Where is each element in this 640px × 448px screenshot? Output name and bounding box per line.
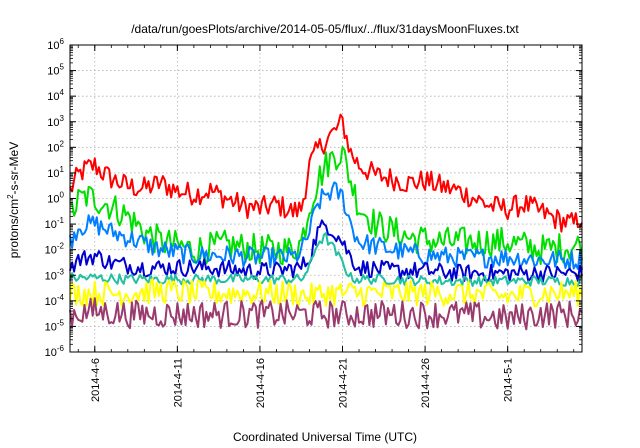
y-tick-label: 10-6 <box>45 344 65 359</box>
x-tick-label: 2014-4-11 <box>172 358 184 407</box>
x-axis-title: Coordinated Universal Time (UTC) <box>233 430 417 444</box>
series-group <box>69 113 583 331</box>
y-tick-label: 10-5 <box>45 318 65 333</box>
x-tick-label: 2014-5-1 <box>503 358 515 402</box>
y-tick-exponent: 0 <box>60 191 65 200</box>
y-tick-base: 10 <box>45 347 57 359</box>
y-tick-exponent: 2 <box>60 139 65 148</box>
y-tick-exponent: -4 <box>57 293 65 302</box>
y-tick-exponent: -3 <box>57 267 65 276</box>
y-tick-label: 100 <box>47 191 64 206</box>
y-tick-base: 10 <box>47 117 59 129</box>
x-tick-label: 2014-4-6 <box>90 358 102 402</box>
y-tick-base: 10 <box>47 194 59 206</box>
y-axis-title-pre: protons/cm <box>7 199 21 258</box>
y-tick-base: 10 <box>47 91 59 103</box>
y-tick-base: 10 <box>45 296 57 308</box>
y-axis-title-sup: 2 <box>6 194 15 199</box>
x-tick-label: 2014-4-21 <box>338 358 350 408</box>
x-tick-label: 2014-4-26 <box>420 358 432 408</box>
y-tick-label: 103 <box>47 114 64 129</box>
y-tick-exponent: 3 <box>60 114 65 123</box>
y-tick-label: 10-4 <box>45 293 65 308</box>
y-tick-label: 101 <box>47 165 64 180</box>
series-line-4 <box>69 219 583 283</box>
series-line-3 <box>69 181 583 271</box>
series-line-1 <box>69 113 583 233</box>
y-tick-label: 105 <box>47 63 64 78</box>
y-tick-label: 106 <box>47 37 64 52</box>
x-axis-ticks: 2014-4-6 2014-4-11 2014-4-16 2014-4-21 2014-… <box>77 45 575 408</box>
y-tick-base: 10 <box>45 321 57 333</box>
y-tick-exponent: 1 <box>60 165 65 174</box>
y-axis-ticks: 10-610-510-410-310-210-11001011021031041… <box>45 37 582 359</box>
y-axis-title-post: -s-sr-MeV <box>7 142 21 195</box>
y-tick-exponent: -2 <box>57 242 65 251</box>
series-line-6 <box>69 278 583 308</box>
series-line-7 <box>69 297 583 331</box>
y-tick-exponent: 5 <box>60 63 65 72</box>
y-axis-title: protons/cm2-s-sr-MeV <box>6 142 21 258</box>
x-tick-label: 2014-4-16 <box>255 358 267 408</box>
y-tick-base: 10 <box>45 270 57 282</box>
y-tick-exponent: 4 <box>60 88 65 97</box>
series-line-5 <box>69 232 583 287</box>
y-tick-label: 10-2 <box>45 242 65 257</box>
y-tick-base: 10 <box>47 40 59 52</box>
y-tick-label: 102 <box>47 139 64 154</box>
y-tick-base: 10 <box>47 142 59 154</box>
y-tick-exponent: -1 <box>57 216 65 225</box>
y-tick-label: 10-1 <box>45 216 65 231</box>
y-tick-base: 10 <box>45 219 57 231</box>
y-tick-base: 10 <box>47 66 59 78</box>
y-tick-exponent: -5 <box>57 318 65 327</box>
y-tick-exponent: -6 <box>57 344 65 353</box>
y-tick-label: 10-3 <box>45 267 65 282</box>
chart-title: /data/run/goesPlots/archive/2014-05-05/f… <box>131 22 519 36</box>
y-tick-base: 10 <box>45 245 57 257</box>
y-tick-base: 10 <box>47 168 59 180</box>
y-tick-label: 104 <box>47 88 64 103</box>
y-tick-exponent: 6 <box>60 37 65 46</box>
